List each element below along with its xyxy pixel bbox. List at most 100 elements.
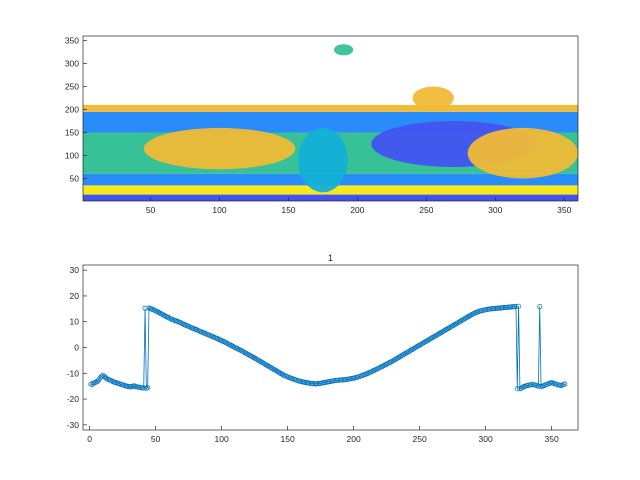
data-point [394,355,400,361]
data-point [419,341,425,347]
line-y-tick-label: -30 [67,420,80,430]
data-point [157,310,163,316]
data-point [498,305,504,311]
data-point [490,306,497,312]
data-point [427,336,433,342]
data-point [266,364,272,370]
data-point [142,305,148,311]
heatmap-y-tick-label: 350 [65,36,79,46]
data-point [431,334,437,340]
data-point [435,331,441,337]
data-point [271,367,277,373]
data-point [452,321,458,327]
data-point [250,354,256,360]
line-axes-box [82,264,579,431]
data-point [277,370,283,376]
data-point [267,364,273,370]
data-point [514,386,520,392]
data-point [393,356,399,362]
line-x-tick-label: 150 [281,434,295,444]
heatmap-band [83,194,578,201]
data-point [493,305,499,311]
data-point [241,349,247,355]
heatmap-axes: 50 100 150 200 250 300 350 50 100 150 200 250 300 350 [65,36,579,215]
heatmap-y-tick-label: 300 [65,59,79,69]
data-point [159,311,165,317]
line-y-tick-label: 10 [70,317,80,327]
data-point [265,363,271,369]
data-point [278,370,284,377]
data-point [261,360,267,367]
data-point [337,377,343,383]
data-point [262,361,268,367]
data-point [160,312,167,318]
data-point [410,346,416,352]
data-point [421,340,427,346]
data-point [512,303,518,310]
data-point [463,315,469,321]
data-point [451,322,457,328]
data-point [504,304,510,310]
data-point [468,312,474,318]
data-point [506,304,512,310]
data-point [263,362,270,368]
data-point [516,303,522,309]
data-point [518,385,524,391]
data-point [409,347,415,353]
heatmap-x-tick-label: 150 [281,205,295,215]
data-point [413,344,419,351]
line-x-tick-label: 100 [215,434,229,444]
data-point [424,337,431,344]
data-point [154,308,160,314]
data-point [501,304,507,311]
line-x-tick-label: 50 [151,434,161,444]
data-point [252,355,258,361]
data-point [403,350,409,356]
data-point [434,332,440,338]
data-point [402,351,408,357]
line-title: 1 [328,253,333,263]
line-x-tick-label: 350 [545,434,559,444]
data-point [456,319,462,325]
heatmap-region [143,127,296,170]
data-point [145,385,151,391]
data-point [380,363,386,369]
heatmap-ticks: 50 100 150 200 250 300 350 50 100 150 200 250 300 350 [65,36,572,215]
data-point [372,367,378,373]
data-point [279,371,285,377]
heatmap-band [83,104,578,112]
heatmap-y-tick-label: 50 [70,173,80,183]
data-point [259,360,266,366]
data-point [535,383,541,389]
data-point [384,361,390,367]
line-x-tick-label: 250 [413,434,427,444]
data-point [164,314,171,320]
data-point [381,362,387,369]
data-point [537,303,543,310]
data-point [562,381,568,387]
data-point [439,329,445,335]
heatmap-x-tick-label: 300 [488,205,502,215]
data-point [311,381,317,387]
data-point [258,359,264,365]
data-point [151,307,157,313]
heatmap-x-tick-label: 100 [212,205,226,215]
data-point [219,337,225,344]
data-point [332,377,338,384]
series-markers [88,303,568,392]
data-point [238,348,244,354]
data-point [447,324,453,330]
data-point [315,381,321,387]
data-point [496,305,502,311]
data-point [436,331,442,337]
data-point [275,369,281,375]
data-point [385,360,391,367]
data-point [446,325,452,331]
line-y-tick-label: 0 [74,343,79,353]
data-point [397,354,403,360]
data-point [257,358,263,364]
data-point [269,365,275,371]
data-point [248,353,254,359]
data-point [374,366,380,372]
